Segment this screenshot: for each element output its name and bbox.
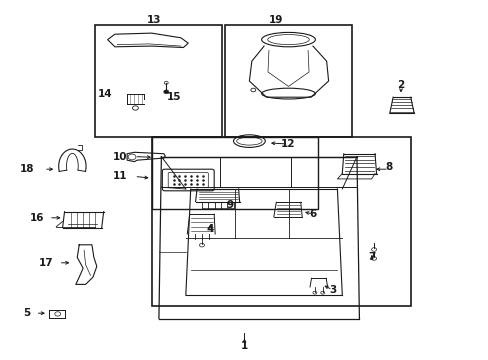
Text: 15: 15	[166, 92, 181, 102]
Text: 17: 17	[39, 258, 54, 268]
Text: 8: 8	[385, 162, 391, 172]
Bar	[224, 25, 351, 137]
Text: 10: 10	[112, 152, 127, 162]
Text: 9: 9	[226, 200, 233, 210]
Text: 6: 6	[309, 209, 316, 219]
Text: 2: 2	[397, 80, 404, 90]
Text: 18: 18	[20, 164, 34, 174]
Text: 3: 3	[328, 285, 335, 295]
Bar	[151, 137, 317, 209]
Text: 16: 16	[29, 213, 44, 223]
Text: 7: 7	[367, 252, 375, 262]
Text: 1: 1	[241, 341, 247, 351]
Text: 5: 5	[23, 308, 30, 318]
Text: 13: 13	[146, 15, 161, 25]
Text: 4: 4	[206, 224, 214, 234]
Bar	[95, 25, 222, 137]
Bar	[151, 137, 410, 306]
Text: 14: 14	[98, 89, 112, 99]
Text: 12: 12	[281, 139, 295, 149]
Text: 11: 11	[112, 171, 127, 181]
Circle shape	[163, 90, 168, 94]
Text: 19: 19	[268, 15, 283, 25]
